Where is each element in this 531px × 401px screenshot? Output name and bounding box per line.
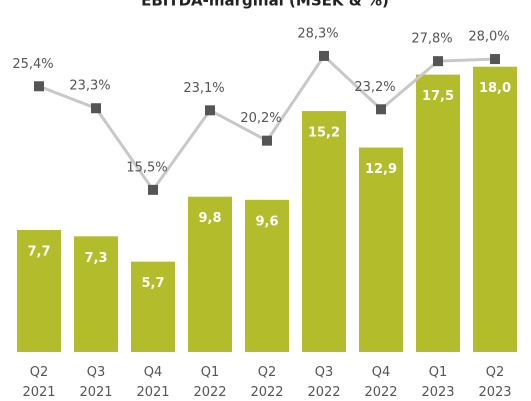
- x-tick-label: Q1 2023: [421, 365, 454, 400]
- x-tick-label: Q3 2021: [79, 365, 112, 400]
- bar-label: 5,7: [141, 276, 164, 291]
- x-tick-label: Q3 2022: [307, 365, 340, 400]
- x-tick-label: Q2 2021: [22, 365, 55, 400]
- line-label: 28,3%: [297, 26, 338, 41]
- bar: [17, 229, 61, 352]
- line-marker: [376, 104, 386, 115]
- bar-label: 15,2: [308, 126, 340, 141]
- bar: [359, 147, 403, 352]
- line-marker: [91, 103, 101, 114]
- x-tick-label: Q1 2022: [193, 365, 226, 400]
- bar: [188, 196, 232, 352]
- line-marker: [490, 54, 500, 65]
- line-label: 23,1%: [183, 81, 224, 96]
- bar: [473, 66, 517, 352]
- bar-label: 7,7: [27, 244, 50, 259]
- line-marker: [148, 184, 158, 195]
- bar-label: 7,3: [84, 251, 107, 266]
- bar-label: 9,6: [255, 214, 278, 229]
- line-label: 15,5%: [126, 160, 167, 175]
- bar-label: 9,8: [198, 211, 221, 226]
- bar-label: 18,0: [479, 81, 511, 96]
- line-marker: [34, 81, 44, 92]
- bar: [416, 74, 460, 352]
- bar-label: 17,5: [422, 89, 454, 104]
- bar: [74, 236, 118, 352]
- line-marker: [262, 135, 272, 146]
- bar: [302, 111, 346, 352]
- line-marker: [319, 50, 329, 61]
- line-label: 20,2%: [240, 111, 281, 126]
- x-tick-label: Q4 2021: [136, 365, 169, 400]
- x-tick-label: Q4 2022: [364, 365, 397, 400]
- bar: [245, 199, 289, 352]
- x-tick-label: Q2 2023: [478, 365, 511, 400]
- bar-label: 12,9: [365, 162, 397, 177]
- line-label: 27,8%: [411, 32, 452, 47]
- line-marker: [205, 105, 215, 116]
- line-label: 28,0%: [468, 30, 509, 45]
- line-marker: [433, 56, 443, 67]
- bar: [131, 261, 175, 352]
- chart-title: EBITDA-marginal (MSEK & %): [141, 0, 389, 10]
- x-tick-label: Q2 2022: [250, 365, 283, 400]
- line-label: 23,3%: [69, 79, 110, 94]
- line-label: 25,4%: [12, 57, 53, 72]
- line-label: 23,2%: [354, 80, 395, 95]
